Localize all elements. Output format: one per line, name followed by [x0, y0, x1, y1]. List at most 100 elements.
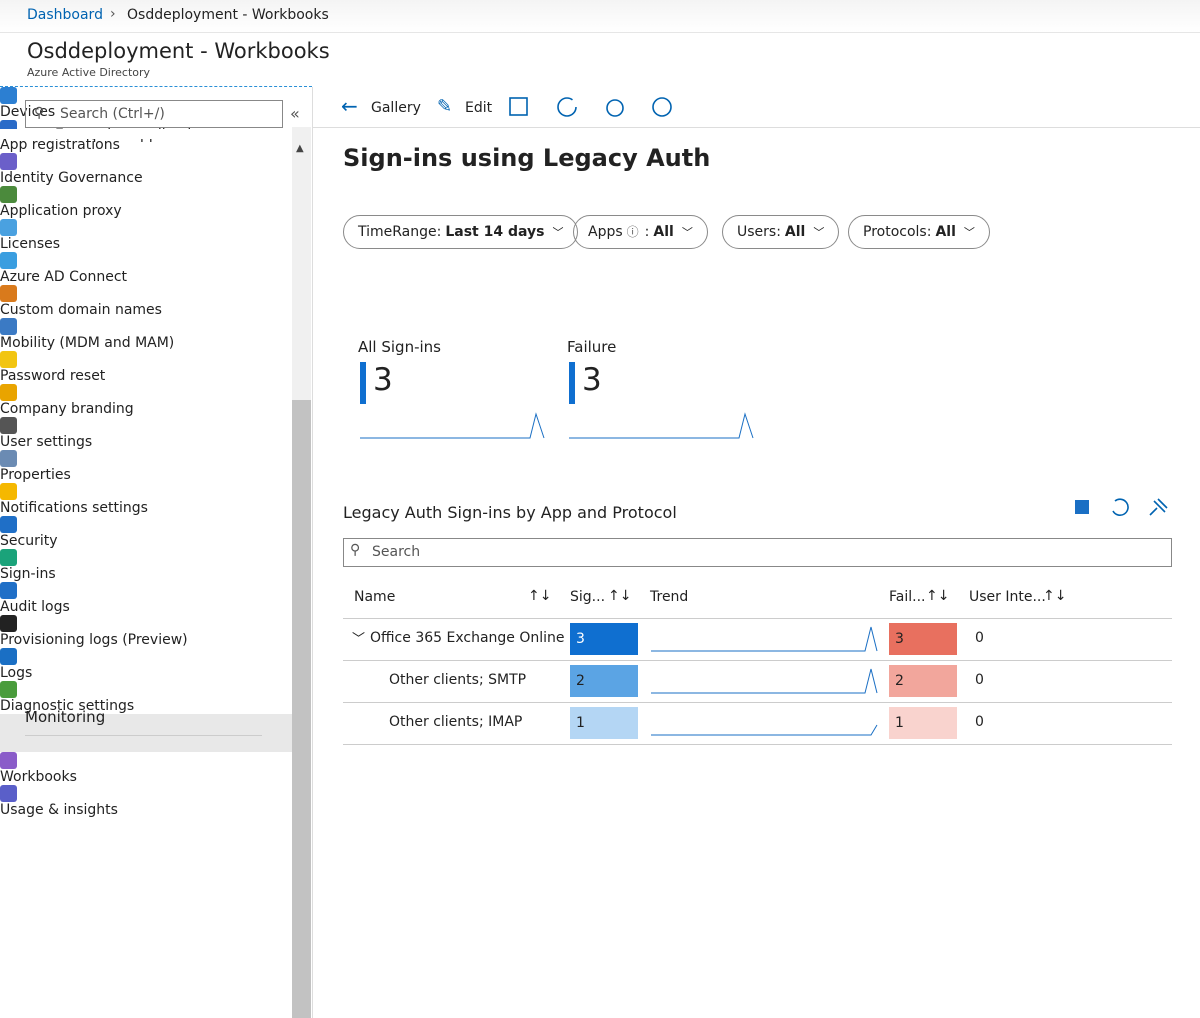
nav-item[interactable]: Company branding	[0, 401, 134, 417]
grid-actions	[1075, 498, 1168, 516]
nav-icon	[0, 483, 17, 500]
nav-item[interactable]: Security	[0, 533, 58, 549]
grid-title: Legacy Auth Sign-ins by App and Protocol	[343, 503, 677, 522]
nav-item[interactable]: Notifications settings	[0, 500, 148, 516]
nav-icon	[0, 87, 17, 104]
row-name: Office 365 Exchange Online	[370, 630, 565, 646]
save-icon[interactable]	[509, 97, 528, 116]
search-icon: ⚲	[34, 105, 45, 121]
column-header[interactable]: Fail...	[889, 589, 926, 605]
nav-item[interactable]: Licenses	[0, 236, 61, 252]
nav-item[interactable]: Audit logs	[0, 599, 70, 615]
filter-label: Apps	[588, 224, 623, 240]
filter-pill[interactable]: TimeRange: Last 14 days ﹀	[343, 215, 579, 249]
breadcrumb-sep: ›	[110, 6, 116, 22]
tile-label: All Sign-ins	[358, 338, 441, 356]
expand-chevron[interactable]: ﹀	[352, 632, 366, 647]
nav-icon	[0, 384, 17, 401]
user-interrupts: 0	[975, 630, 984, 646]
selected-bg	[0, 714, 292, 752]
nav-icon	[0, 648, 17, 665]
section-header: Monitoring	[25, 708, 106, 726]
feedback-icon[interactable]	[652, 97, 672, 117]
sort-icon: ↑↓	[608, 588, 632, 604]
column-header[interactable]: Trend	[650, 589, 689, 605]
filter-label-suffix: :	[644, 224, 650, 240]
search-placeholder: Search	[372, 544, 421, 560]
nav-icon	[0, 785, 17, 802]
nav-item[interactable]: Identity Governance	[0, 170, 143, 186]
grid-search[interactable]: Search	[343, 538, 1172, 567]
scroll-up[interactable]: ▲	[296, 143, 304, 154]
nav-item[interactable]: Password reset	[0, 368, 106, 384]
sidebar-search[interactable]: Search (Ctrl+/)	[25, 100, 283, 128]
filter-value: Last 14 days	[445, 224, 545, 240]
edit-button[interactable]: Edit	[465, 100, 493, 116]
nav-item[interactable]: Application proxy	[0, 203, 122, 219]
filter-pill[interactable]: Users: All ﹀	[722, 215, 840, 249]
nav-icon	[0, 615, 17, 632]
filter-pill[interactable]: Protocols: All ﹀	[848, 215, 990, 249]
nav-icon	[0, 549, 17, 566]
gallery-icon: ←	[341, 94, 358, 118]
nav-item[interactable]: Provisioning logs (Preview)	[0, 632, 188, 648]
breadcrumb-current: Osddeployment - Workbooks	[127, 7, 329, 23]
chevron: ﹀	[681, 226, 693, 239]
sidebar: Search (Ctrl+/) ⚲ « Enterprise applicati…	[0, 87, 312, 1018]
trend-sparkline	[651, 724, 878, 736]
pin-icon[interactable]	[1149, 498, 1168, 516]
nav-item[interactable]: Custom domain names	[0, 302, 162, 318]
nav-item[interactable]: Diagnostic settings	[0, 698, 135, 714]
row-line	[343, 660, 1172, 661]
pane-border	[312, 87, 313, 1018]
tile-label: Failure	[567, 338, 617, 356]
column-header[interactable]: Sig...	[570, 589, 606, 605]
nav-item[interactable]: Devices	[0, 104, 56, 120]
search-mask	[0, 129, 292, 139]
gallery-button[interactable]: Gallery	[371, 100, 421, 116]
nav-item[interactable]: Azure AD Connect	[0, 269, 128, 285]
filter-pill[interactable]: Apps ⓘ: All ﹀	[573, 215, 708, 249]
row-line	[343, 744, 1172, 745]
user-interrupts: 0	[975, 714, 984, 730]
column-header[interactable]: User Inte...	[969, 589, 1046, 605]
breadcrumb-bar	[0, 0, 1200, 33]
trend-line	[651, 724, 878, 736]
page-subtitle: Azure Active Directory	[27, 66, 151, 79]
nav-item[interactable]: User settings	[0, 434, 93, 450]
nav-item[interactable]: Properties	[0, 467, 71, 483]
sparkline-line	[360, 412, 545, 439]
signins-cell: 1	[570, 707, 638, 739]
row-name: Other clients; SMTP	[389, 672, 527, 688]
nav-icon	[0, 450, 17, 467]
column-header[interactable]: Name	[354, 589, 396, 605]
refresh-icon[interactable]	[557, 97, 577, 117]
sort-icon: ↑↓	[1043, 588, 1067, 604]
row-name: Other clients; IMAP	[389, 714, 523, 730]
page-title: Osddeployment - Workbooks	[27, 39, 330, 63]
share-icon[interactable]	[606, 99, 624, 117]
tile-bar	[360, 362, 366, 404]
scrollbar-thumb[interactable]	[292, 400, 311, 1018]
sparkline	[569, 412, 754, 439]
nav-item[interactable]: Mobility (MDM and MAM)	[0, 335, 175, 351]
failures-cell: 1	[889, 707, 957, 739]
row-line	[343, 702, 1172, 703]
failures-cell: 2	[889, 665, 957, 697]
filter-value: All	[653, 224, 674, 240]
toolbar	[313, 127, 1200, 128]
nav-item[interactable]: App registrations	[0, 137, 120, 153]
nav-item[interactable]: Usage & insights	[0, 802, 118, 818]
collapse-button[interactable]: «	[290, 104, 300, 123]
filter-value: All	[784, 224, 806, 240]
nav-item[interactable]: Logs	[0, 665, 33, 681]
trend-line	[651, 668, 878, 694]
logs-icon[interactable]	[1075, 500, 1089, 514]
nav-icon	[0, 285, 17, 302]
failures-cell: 3	[889, 623, 957, 655]
revert-icon[interactable]	[1112, 498, 1129, 516]
breadcrumb-link[interactable]: Dashboard	[27, 7, 103, 23]
nav-item[interactable]: Sign-ins	[0, 566, 56, 582]
nav-item[interactable]: Workbooks	[0, 769, 77, 785]
nav-icon	[0, 417, 17, 434]
